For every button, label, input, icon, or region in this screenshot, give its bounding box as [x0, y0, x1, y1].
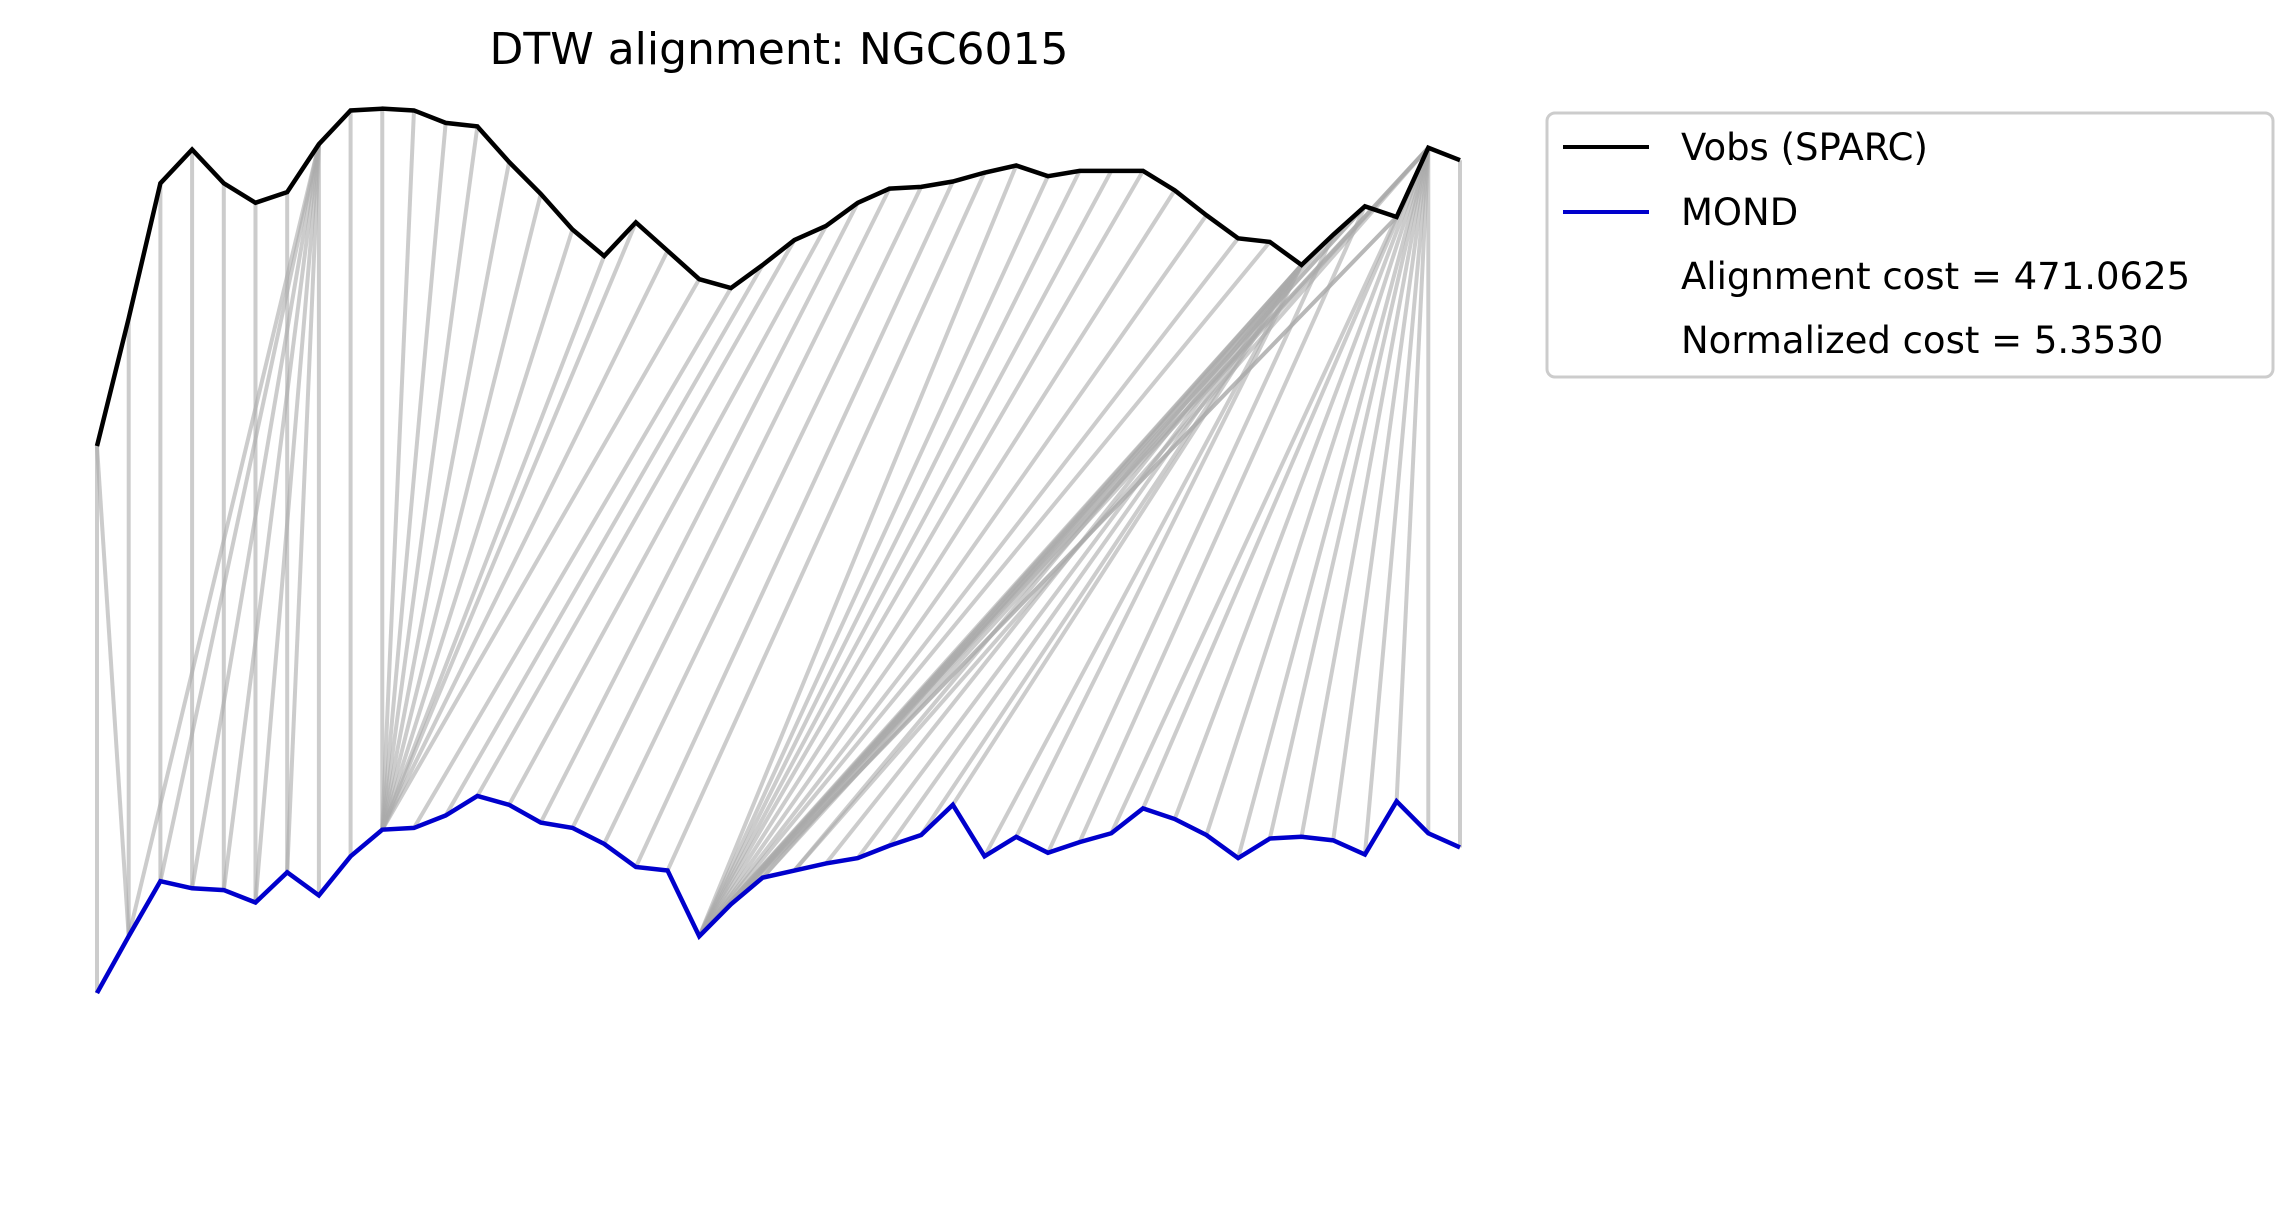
- vobs-series-line: [94, 106, 1461, 447]
- alignment-connector: [697, 169, 1145, 938]
- alignment-connector: [602, 185, 923, 845]
- alignment-connector: [126, 143, 321, 937]
- alignment-connector: [221, 143, 321, 891]
- alignment-connector: [1172, 147, 1431, 820]
- alignment-connector: [380, 221, 638, 831]
- alignment-connector: [1267, 147, 1431, 840]
- alignment-connector: [1109, 216, 1399, 835]
- alignment-connector: [570, 187, 892, 829]
- alignment-connector: [697, 169, 1082, 938]
- alignment-connector: [1046, 233, 1336, 854]
- alignment-connector: [285, 144, 321, 873]
- alignment-connector: [1077, 205, 1367, 843]
- alignment-connector: [380, 255, 607, 831]
- alignment-connector: [380, 110, 416, 830]
- alignment-connector: [380, 278, 701, 831]
- alignment-connector: [380, 193, 543, 831]
- alignment-connector: [697, 164, 1019, 938]
- alignment-connector: [190, 143, 321, 889]
- alignment-connector: [380, 249, 670, 831]
- alignment-connector: [380, 228, 575, 831]
- alignment-connector: [538, 201, 860, 824]
- alignment-connector: [697, 240, 1272, 938]
- legend-normalized-cost: Normalized cost = 5.3530: [1681, 319, 2163, 362]
- alignment-connector: [380, 161, 512, 831]
- alignment-connector: [697, 169, 1114, 938]
- legend-mond-label: MOND: [1681, 191, 1798, 234]
- alignment-connector: [507, 224, 828, 806]
- alignment-connector: [443, 263, 765, 817]
- alignment-connector: [634, 180, 955, 868]
- alignment-connector: [665, 171, 987, 872]
- alignment-connector: [729, 205, 1367, 906]
- alignment-connector: [1141, 146, 1431, 810]
- alignment-connector: [982, 264, 1304, 858]
- alignment-connector: [697, 237, 1240, 938]
- alignment-connector: [951, 263, 1304, 806]
- alignment-connector: [1014, 264, 1304, 838]
- alignment-connector: [158, 143, 321, 882]
- legend-vobs-label: Vobs (SPARC): [1681, 126, 1928, 169]
- alignment-connector: [380, 122, 448, 830]
- alignment-connector: [95, 445, 131, 937]
- alignment-connector: [697, 175, 1050, 938]
- legend: Vobs (SPARC) MOND Alignment cost = 471.0…: [1545, 111, 2275, 379]
- alignment-connector: [697, 189, 1177, 938]
- alignment-connector: [475, 239, 797, 797]
- series-layer: [94, 106, 1461, 995]
- alignment-connector: [1331, 147, 1431, 841]
- alignment-connector: [1236, 147, 1431, 859]
- chart-title: DTW alignment: NGC6015: [489, 24, 1068, 75]
- alignment-connector: [412, 287, 733, 829]
- alignment-connector: [1299, 147, 1431, 838]
- legend-alignment-cost: Alignment cost = 471.0625: [1681, 255, 2190, 298]
- alignment-connector: [1204, 147, 1431, 836]
- alignment-connector: [253, 144, 321, 903]
- alignment-connector: [697, 214, 1209, 938]
- mond-series-line: [95, 793, 1461, 995]
- alignment-connector: [380, 126, 480, 830]
- alignment-connectors: [95, 108, 1462, 994]
- alignment-connector: [697, 263, 1304, 938]
- alignment-connector: [729, 215, 1399, 906]
- alignment-connector: [1362, 147, 1431, 855]
- alignment-connector: [1394, 147, 1431, 802]
- legend-box: [1545, 111, 2275, 379]
